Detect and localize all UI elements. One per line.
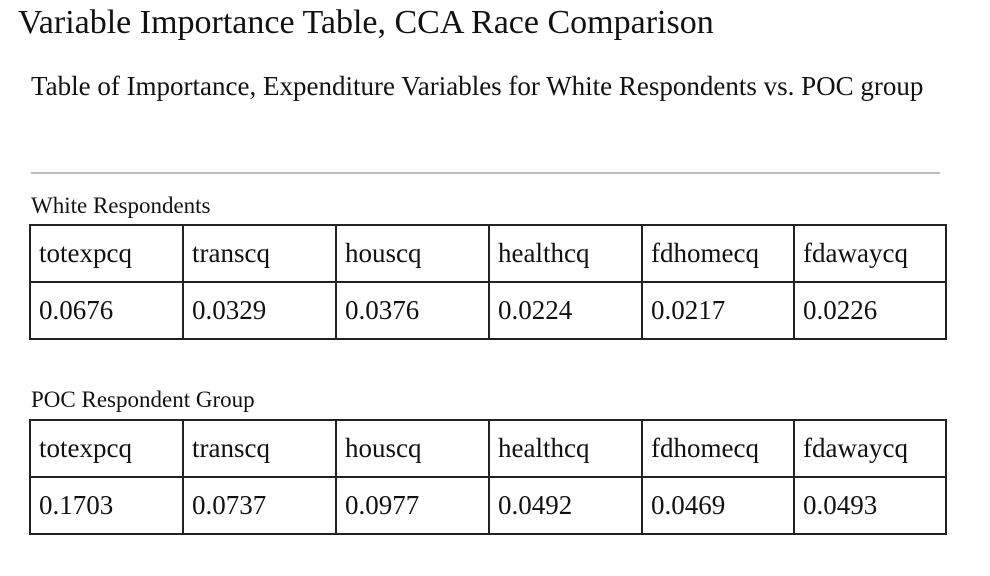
table-header-row: totexpcq transcq houscq healthcq fdhomec…	[29, 224, 947, 283]
value-cell: 0.0376	[335, 281, 490, 340]
header-cell: healthcq	[488, 224, 643, 283]
poc-respondents-caption: POC Respondent Group	[31, 387, 255, 412]
header-cell: totexpcq	[29, 419, 184, 478]
table-header-row: totexpcq transcq houscq healthcq fdhomec…	[29, 419, 947, 478]
value-cell: 0.0737	[182, 476, 337, 535]
header-cell: fdawaycq	[793, 224, 947, 283]
header-cell: fdawaycq	[793, 419, 947, 478]
value-cell: 0.0493	[793, 476, 947, 535]
header-cell: houscq	[335, 224, 490, 283]
document-title: Variable Importance Table, CCA Race Comp…	[18, 4, 714, 41]
header-cell: totexpcq	[29, 224, 184, 283]
white-respondents-caption: White Respondents	[31, 193, 211, 218]
value-cell: 0.0469	[641, 476, 795, 535]
section-subtitle: Table of Importance, Expenditure Variabl…	[31, 71, 924, 101]
value-cell: 0.0226	[793, 281, 947, 340]
header-cell: fdhomecq	[641, 224, 795, 283]
value-cell: 0.0676	[29, 281, 184, 340]
poc-respondents-table: totexpcq transcq houscq healthcq fdhomec…	[29, 419, 947, 535]
table-value-row: 0.0676 0.0329 0.0376 0.0224 0.0217 0.022…	[29, 281, 947, 340]
header-cell: transcq	[182, 419, 337, 478]
header-cell: healthcq	[488, 419, 643, 478]
value-cell: 0.0492	[488, 476, 643, 535]
header-cell: transcq	[182, 224, 337, 283]
header-cell: houscq	[335, 419, 490, 478]
value-cell: 0.1703	[29, 476, 184, 535]
value-cell: 0.0217	[641, 281, 795, 340]
value-cell: 0.0977	[335, 476, 490, 535]
header-cell: fdhomecq	[641, 419, 795, 478]
value-cell: 0.0329	[182, 281, 337, 340]
value-cell: 0.0224	[488, 281, 643, 340]
white-respondents-table: totexpcq transcq houscq healthcq fdhomec…	[29, 224, 947, 340]
table-value-row: 0.1703 0.0737 0.0977 0.0492 0.0469 0.049…	[29, 476, 947, 535]
horizontal-divider	[31, 172, 940, 174]
